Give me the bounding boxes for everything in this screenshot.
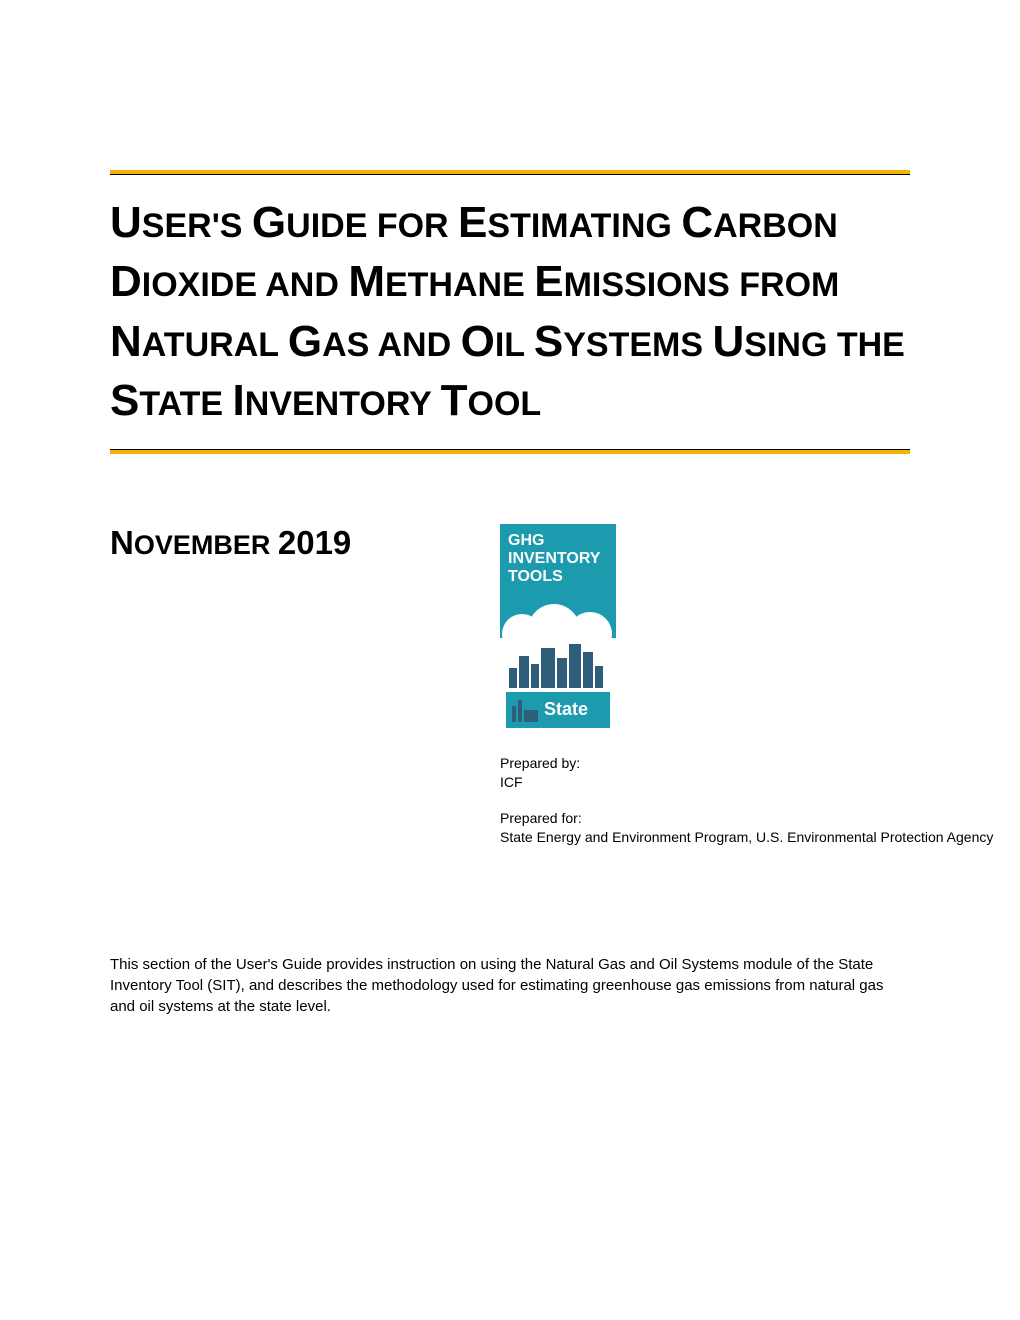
title-rule-top	[110, 170, 910, 175]
logo-state-badge: State	[506, 692, 610, 728]
logo-line1: GHG	[508, 532, 608, 550]
document-description: This section of the User's Guide provide…	[110, 954, 910, 1017]
document-title: USER'S GUIDE FOR ESTIMATING CARBON DIOXI…	[110, 193, 910, 431]
logo-column: GHG INVENTORY TOOLS	[500, 524, 993, 864]
prepared-for-value: State Energy and Environment Program, U.…	[500, 829, 993, 845]
prepared-for: Prepared for: State Energy and Environme…	[500, 809, 993, 848]
ghg-inventory-tools-logo: GHG INVENTORY TOOLS	[500, 524, 616, 734]
prepared-by: Prepared by: ICF	[500, 754, 993, 793]
logo-state-text: State	[544, 699, 588, 720]
logo-text: GHG INVENTORY TOOLS	[500, 524, 616, 587]
document-page: USER'S GUIDE FOR ESTIMATING CARBON DIOXI…	[0, 0, 1020, 1320]
logo-line2: INVENTORY	[508, 550, 608, 568]
title-rule-bottom	[110, 449, 910, 454]
prepared-section: Prepared by: ICF Prepared for: State Ene…	[500, 754, 993, 848]
document-date: NOVEMBER 2019	[110, 524, 500, 562]
prepared-by-value: ICF	[500, 774, 523, 790]
date-section: NOVEMBER 2019 GHG INVENTORY TOOLS	[110, 524, 910, 864]
logo-skyline-icon	[500, 640, 616, 688]
logo-line3: TOOLS	[508, 568, 608, 586]
factory-icon	[512, 698, 538, 722]
prepared-by-label: Prepared by:	[500, 755, 580, 771]
prepared-for-label: Prepared for:	[500, 810, 582, 826]
